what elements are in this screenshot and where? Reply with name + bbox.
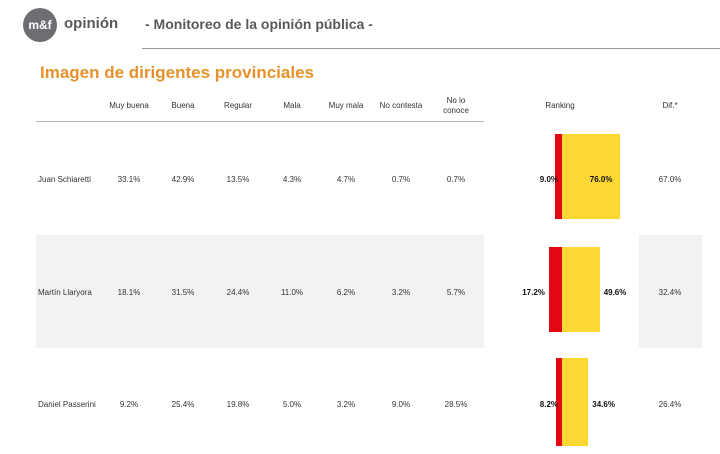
negative-bar	[555, 357, 562, 446]
negative-bar-label: 17.2%	[522, 287, 545, 297]
positive-bar	[562, 247, 600, 332]
column-header: No contesta	[379, 101, 423, 110]
column-header: Regular	[223, 101, 252, 110]
header-tagline: - Monitoreo de la opinión pública -	[145, 16, 373, 32]
table-cell: 4.3%	[282, 174, 302, 184]
page-title: Imagen de dirigentes provinciales	[40, 63, 314, 82]
table-cell: 42.9%	[171, 174, 195, 184]
header-divider	[142, 48, 720, 49]
negative-bar	[555, 134, 562, 219]
negative-bar-label: 9.0%	[539, 174, 558, 184]
table-cell: 9.2%	[119, 399, 139, 409]
table-cell: 24.4%	[226, 287, 250, 297]
table-cell: 3.2%	[336, 399, 356, 409]
table-cell: 31.5%	[171, 287, 195, 297]
table-cell: 9.0%	[391, 399, 411, 409]
column-header: Buena	[171, 101, 195, 110]
negative-bar-label: 8.2%	[539, 399, 558, 409]
table-cell: 25.4%	[171, 399, 195, 409]
dif-value: 67.0%	[658, 174, 682, 184]
positive-bar	[562, 357, 589, 446]
table-cell: 28.5%	[444, 399, 468, 409]
row-name: Juan Schiaretti	[38, 174, 91, 184]
table-cell: 19.8%	[226, 399, 250, 409]
table-cell: 18.1%	[117, 287, 141, 297]
row-name: Daniel Passerini	[38, 399, 96, 409]
row-band	[36, 235, 484, 348]
table-cell: 11.0%	[280, 287, 304, 297]
table-cell: 5.7%	[446, 287, 466, 297]
dif-band	[639, 235, 702, 348]
table-cell: 3.2%	[391, 287, 411, 297]
positive-bar-label: 76.0%	[589, 174, 613, 184]
dif-header: Dif.*	[662, 101, 678, 110]
table-cell: 0.7%	[391, 174, 411, 184]
row-name: Martín Llaryora	[38, 287, 92, 297]
table-cell: 4.7%	[336, 174, 356, 184]
brand-logo: m&f	[23, 8, 57, 42]
dif-value: 26.4%	[658, 399, 682, 409]
brand-name: opinión	[64, 15, 119, 32]
table-cell: 6.2%	[336, 287, 356, 297]
header-rule	[36, 121, 484, 122]
negative-bar	[548, 247, 562, 332]
ranking-header: Ranking	[545, 101, 575, 110]
table-cell: 0.7%	[446, 174, 466, 184]
positive-bar-label: 34.6%	[592, 399, 615, 409]
column-header: Muy mala	[328, 101, 364, 110]
dif-value: 32.4%	[658, 287, 682, 297]
table-cell: 5.0%	[282, 399, 302, 409]
table-cell: 13.5%	[226, 174, 250, 184]
column-header: Mala	[283, 101, 301, 110]
positive-bar-label: 49.6%	[603, 287, 627, 297]
column-header: Muy buena	[109, 101, 149, 110]
column-header: No lo conoce	[443, 96, 469, 115]
positive-bar	[562, 134, 620, 219]
table-cell: 33.1%	[117, 174, 141, 184]
